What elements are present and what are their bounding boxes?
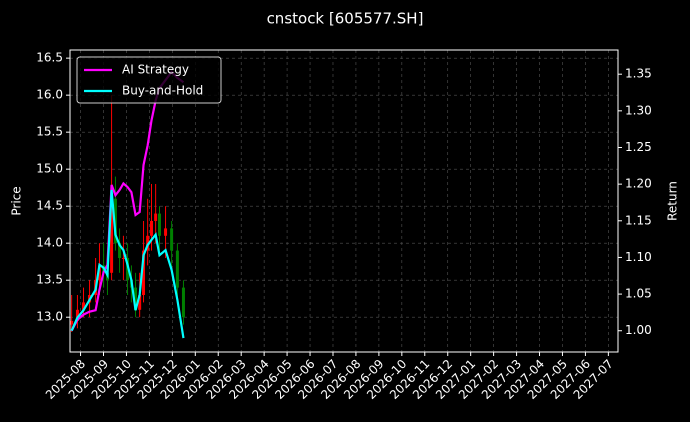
y-tick-label: 13.0 — [36, 310, 63, 324]
candle-body — [75, 309, 79, 321]
y2-tick-label: 1.35 — [625, 67, 652, 81]
y-tick-label: 15.0 — [36, 162, 63, 176]
legend-label: Buy-and-Hold — [122, 84, 203, 98]
y-tick-label: 16.5 — [36, 51, 63, 65]
y-tick-label: 13.5 — [36, 273, 63, 287]
candle-body — [81, 302, 85, 310]
candle-body — [157, 213, 161, 236]
candle-body — [138, 295, 142, 310]
candle-body — [113, 198, 117, 244]
candle-body — [164, 228, 168, 236]
candle-body — [110, 198, 114, 273]
y2-tick-label: 1.15 — [625, 213, 652, 227]
legend-box — [76, 56, 222, 104]
y2-tick-label: 1.25 — [625, 140, 652, 154]
y2-tick-label: 1.20 — [625, 177, 652, 191]
legend-label: AI Strategy — [122, 63, 189, 77]
candle-body — [134, 287, 138, 310]
y-tick-label: 14.0 — [36, 236, 63, 250]
y-tick-label: 14.5 — [36, 199, 63, 213]
candle-body — [97, 265, 101, 281]
y2-tick-label: 1.00 — [625, 323, 652, 337]
candle-body — [118, 243, 122, 258]
y2-tick-label: 1.05 — [625, 287, 652, 301]
candle-body — [181, 287, 185, 318]
y-tick-label: 15.5 — [36, 125, 63, 139]
candle-body — [142, 250, 146, 296]
y2-axis-label: Return — [666, 181, 680, 221]
candle-body — [121, 257, 125, 259]
candle-body — [150, 220, 154, 236]
plot-frame — [69, 49, 619, 353]
y2-tick-label: 1.10 — [625, 250, 652, 264]
line-series — [70, 189, 185, 339]
candle-body — [154, 213, 158, 221]
chart-title: cnstock [605577.SH] — [267, 10, 424, 28]
y-axis-label: Price — [10, 186, 24, 215]
y2-tick-label: 1.30 — [625, 103, 652, 117]
y-tick-label: 16.0 — [36, 88, 63, 102]
candle-body — [70, 320, 74, 325]
candle-body — [175, 250, 179, 288]
candle-body — [170, 228, 174, 251]
